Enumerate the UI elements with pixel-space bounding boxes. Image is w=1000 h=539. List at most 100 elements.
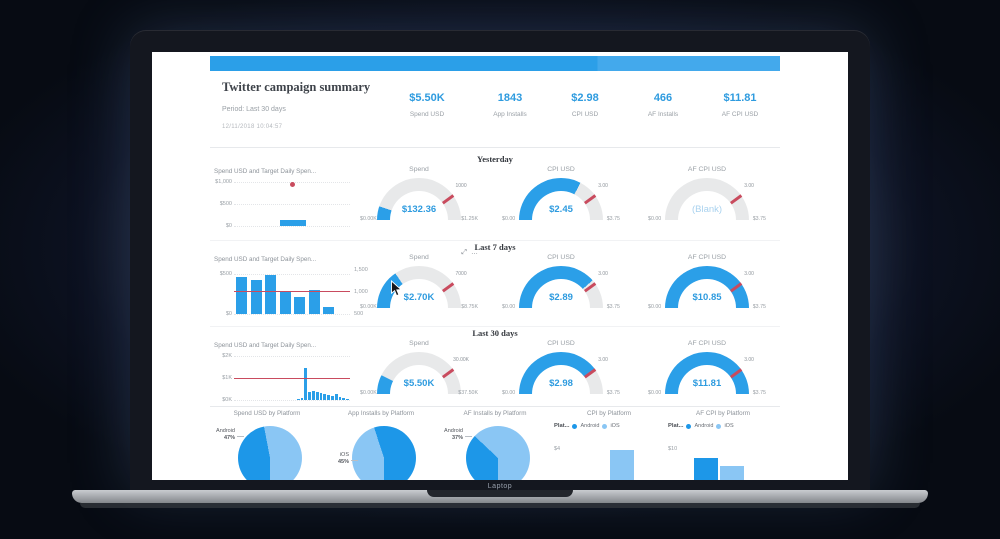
kpi-spend-usd[interactable]: $5.50K Spend USD (389, 92, 465, 118)
legend-item-label: Android (580, 423, 600, 429)
more-options-icon[interactable]: … (471, 249, 478, 256)
pie-callout-label: Android 37% (438, 428, 463, 442)
kpi-value: $11.81 (723, 92, 757, 104)
gauge-arc (519, 352, 603, 394)
gauge-arc (377, 266, 461, 308)
gauge-title: CPI USD (547, 340, 575, 347)
gridline (234, 356, 350, 357)
gauge-title: CPI USD (547, 254, 575, 261)
kpi-app-installs[interactable]: 1843 App Installs (472, 92, 548, 118)
kpi-label: App Installs (493, 111, 527, 118)
focus-mode-icon[interactable]: ⤢ (461, 249, 467, 256)
report-header-band (210, 56, 780, 71)
gauge-af-cpi-30d[interactable]: AF CPI USD $11.81 $0.00 $3.75 3.00 (648, 340, 766, 406)
chart-legend: Plat... Android iOS (554, 423, 620, 429)
gauge-cpi-yesterday[interactable]: CPI USD $2.45 $0.00 $3.75 3.00 (502, 166, 620, 232)
callout-name: Android (216, 428, 235, 434)
gauge-title: AF CPI USD (687, 340, 727, 347)
y-axis-tick: $0K (222, 397, 232, 403)
spend-bar (346, 398, 349, 400)
y-axis-tick-right: 500 (354, 311, 364, 317)
gauge-title: Spend (409, 254, 429, 261)
gauge-target-label: 3.00 (744, 357, 754, 364)
ios-legend-dot (602, 423, 608, 429)
callout-line (351, 460, 358, 461)
gauge-max-label: $1.25K (461, 216, 478, 222)
gridline (234, 274, 350, 275)
gauge-max-label: $8.75K (461, 304, 478, 310)
legend-item-label: iOS (610, 423, 620, 429)
spend-target-chart-1[interactable]: Spend USD and Target Daily Spen... $500 $0… (212, 254, 368, 322)
spend-bar (308, 392, 311, 400)
callout-pct: 37% (451, 435, 463, 442)
kpi-value: $5.50K (409, 92, 445, 104)
gauge-af-cpi-7d[interactable]: AF CPI USD $10.85 $0.00 $3.75 3.00 (648, 254, 766, 320)
visual-hover-toolbar: ⤢… (461, 249, 478, 256)
bottom-chart-af-installs-by-platform[interactable]: AF Installs by Platform Android 37% (438, 410, 552, 480)
gridline (234, 226, 350, 227)
bottom-chart-cpi-by-platform[interactable]: CPI by Platform Plat... Android iOS $4 (552, 410, 666, 480)
gauge-target-label: 3.00 (598, 271, 608, 278)
kpi-label: CPI USD (571, 111, 599, 118)
section-heading-last-7-days: Last 7 days (474, 242, 516, 252)
gauge-arc (519, 266, 603, 308)
pie-chart (352, 426, 416, 480)
gauge-arc (377, 352, 461, 394)
gridline (234, 314, 350, 315)
spend-target-chart-2[interactable]: Spend USD and Target Daily Spen... $2K $1K… (212, 340, 358, 408)
chart-title: Spend USD and Target Daily Spen... (214, 168, 317, 175)
gauge-spend-yesterday[interactable]: Spend $132.36 $0.00K $1.25K 1000 (360, 166, 478, 232)
gauge-value: $2.45 (549, 204, 573, 215)
chart-title: Spend USD by Platform (233, 410, 301, 417)
kpi-value: 1843 (497, 92, 523, 104)
y-axis-tick: $1,000 (215, 179, 232, 185)
callout-line (465, 436, 472, 437)
spend-bar (334, 393, 338, 400)
chart-title: CPI by Platform (586, 410, 632, 417)
kpi-label: AF Installs (647, 111, 679, 118)
gauge-min-label: $0.00 (648, 304, 662, 310)
gauge-cpi-30d[interactable]: CPI USD $2.98 $0.00 $3.75 3.00 (502, 340, 620, 406)
spend-bar (265, 275, 276, 314)
bottom-chart-app-installs-by-platform[interactable]: App Installs by Platform iOS 45% (324, 410, 438, 480)
gauge-spend-7d[interactable]: Spend $2.70K $0.00K $8.75K 7000 ⤢… (360, 249, 478, 320)
report-period: Period: Last 30 days (222, 106, 286, 113)
pie-callout-label: Android 47% (210, 428, 235, 442)
spend-bar (294, 297, 305, 314)
y-axis-tick: $0 (225, 223, 232, 229)
chart-title: App Installs by Platform (347, 410, 415, 417)
gauge-value: $11.81 (692, 378, 722, 389)
gauge-min-label: $0.00K (360, 390, 377, 396)
bottom-chart-af-cpi-by-platform[interactable]: AF CPI by Platform Plat... Android iOS $10 (666, 410, 780, 480)
kpi-af-cpi-usd[interactable]: $11.81 AF CPI USD (702, 92, 778, 118)
dashboard-report: Twitter campaign summary Period: Last 30… (210, 52, 780, 480)
bottom-chart-spend-usd-by-platform[interactable]: Spend USD by Platform Android 47% (210, 410, 324, 480)
callout-name: iOS (339, 452, 349, 458)
android-legend-dot (572, 423, 578, 429)
laptop-base (72, 490, 928, 503)
spend-bar (308, 289, 320, 314)
spend-target-chart-0[interactable]: Spend USD and Target Daily Spen... $1,000… (212, 166, 358, 234)
spend-bar (323, 393, 327, 400)
spend-bar (280, 220, 306, 226)
kpi-cpi-usd[interactable]: $2.98 CPI USD (547, 92, 623, 118)
gauge-cpi-7d[interactable]: CPI USD $2.89 $0.00 $3.75 3.00 (502, 254, 620, 320)
y-axis-tick: $500 (219, 201, 232, 207)
chart-title: AF CPI by Platform (696, 410, 750, 417)
spend-bar (331, 396, 334, 400)
gauge-target-label: 3.00 (744, 271, 754, 278)
gauge-af-cpi-yesterday[interactable]: AF CPI USD (Blank) $0.00 $3.75 3.00 (648, 166, 766, 232)
laptop-lid: Twitter campaign summary Period: Last 30… (130, 30, 870, 491)
gauge-spend-30d[interactable]: Spend $5.50K $0.00K $37.50K 30.00K (360, 340, 478, 406)
gauge-target-label: 3.00 (598, 357, 608, 364)
gauge-title: AF CPI USD (687, 166, 727, 173)
y-axis-tick: $10 (668, 446, 678, 452)
gauge-min-label: $0.00 (502, 216, 516, 222)
gauge-value: $2.70K (403, 292, 435, 303)
chart-plot (234, 180, 350, 227)
gauge-target-label: 30.00K (453, 357, 469, 364)
y-axis-tick: $500 (219, 271, 232, 277)
pie-callout-label: iOS 45% (324, 452, 349, 466)
callout-pct: 47% (223, 435, 235, 442)
kpi-af-installs[interactable]: 466 AF Installs (625, 92, 701, 118)
